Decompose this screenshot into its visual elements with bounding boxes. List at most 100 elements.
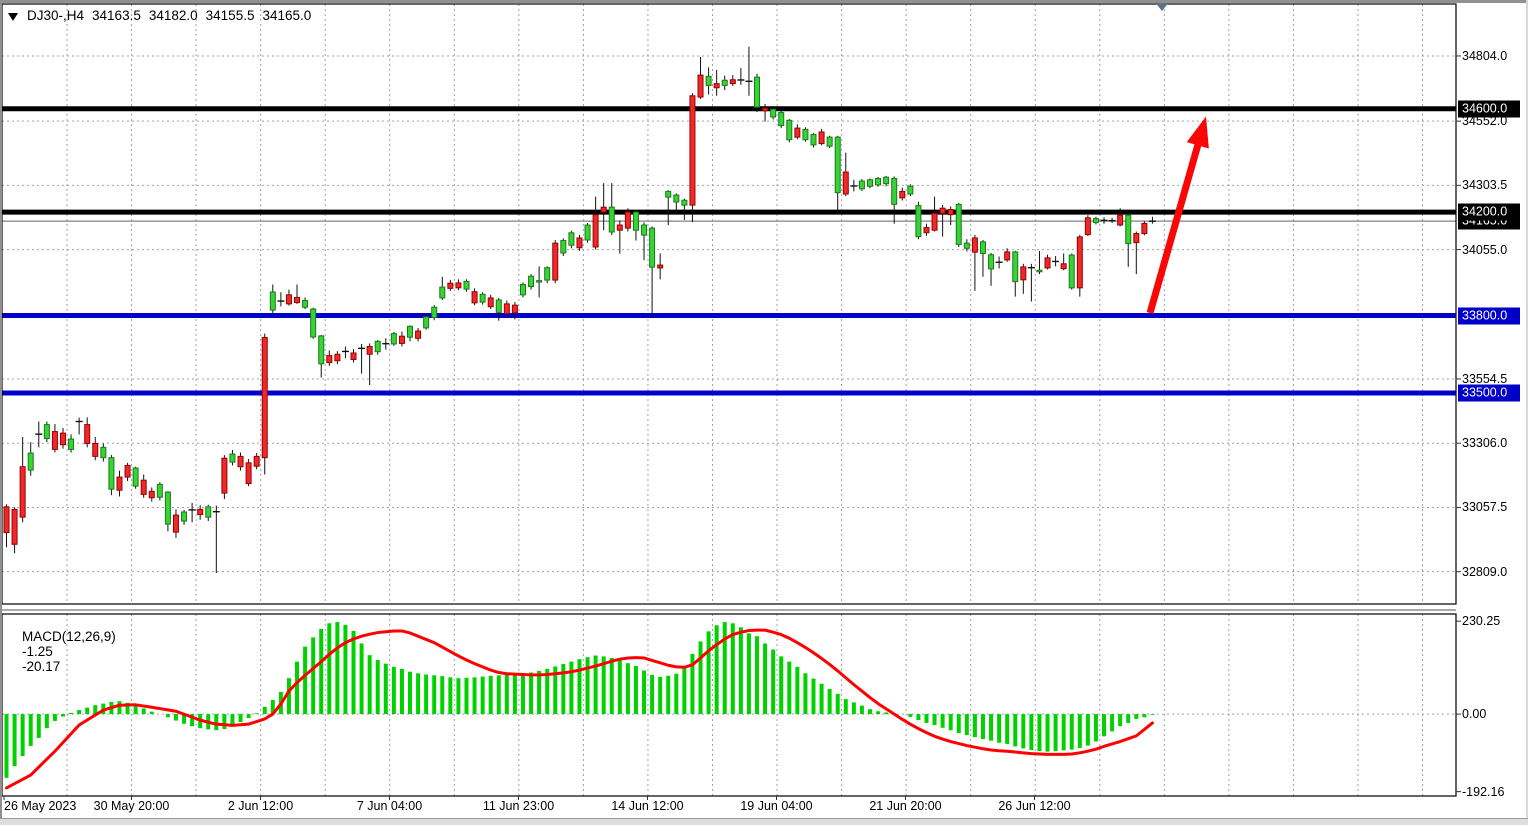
price-line-label: 33800.0 [1458,307,1520,324]
macd-histogram-bar [222,714,227,730]
macd-histogram-bar [738,627,743,715]
time-axis-label: 7 Jun 04:00 [356,799,423,813]
time-axis-label: 26 Jun 12:00 [998,799,1071,813]
macd-histogram-bar [948,714,953,731]
macd-histogram-bar [1021,714,1026,749]
macd-histogram-bar [746,633,751,715]
macd-histogram-bar [1085,714,1090,746]
macd-histogram-bar [36,714,41,738]
macd-histogram-bar [77,710,82,715]
ohlc-open: 34163.5 [92,8,141,23]
macd-histogram-bar [1093,714,1098,742]
macd-histogram-bar [182,714,187,724]
macd-histogram-bar [60,714,65,717]
macd-histogram-bar [520,673,525,715]
macd-histogram-bar [674,673,679,715]
macd-histogram-bar [125,702,130,715]
macd-signal-value: -20.17 [22,659,61,674]
macd-histogram-bar [755,636,760,715]
macd-histogram-bar [375,660,380,715]
macd-histogram-bar [1142,714,1147,718]
macd-histogram-bar [270,699,275,715]
chart-title: DJ30-,H4 34163.5 34182.0 34155.5 34165.0 [8,8,319,23]
price-tick-label: 33306.0 [1462,436,1508,451]
macd-histogram-bar [658,676,663,715]
macd-histogram-bar [633,666,638,715]
macd-histogram-bar [165,714,170,718]
macd-histogram-bar [214,714,219,731]
macd-histogram-bar [44,714,49,729]
macd-histogram-bar [625,663,630,715]
macd-histogram-bar [4,714,9,778]
macd-histogram-bar [319,628,324,715]
macd-histogram-bar [585,657,590,715]
macd-histogram-bar [730,623,735,715]
macd-histogram-bar [12,714,17,767]
macd-histogram-bar [1045,714,1050,752]
ohlc-low: 34155.5 [205,8,255,23]
price-tick-label: 34303.5 [1462,178,1508,193]
macd-histogram-bar [553,666,558,715]
scroll-position-triangle-icon[interactable] [1154,1,1170,11]
price-tick-label: 34552.0 [1462,114,1508,129]
macd-histogram-bar [1126,714,1131,723]
macd-histogram-bar [488,675,493,715]
macd-histogram-bar [1013,714,1018,747]
macd-histogram-bar [787,661,792,715]
macd-signal-line [5,628,1154,790]
macd-histogram-bar [391,666,396,715]
macd-histogram-bar [133,705,138,715]
macd-histogram-bar [835,693,840,715]
macd-histogram-bar [1037,714,1042,752]
macd-histogram-bar [593,655,598,715]
macd-histogram-bar [190,714,195,727]
macd-histogram-bar [20,714,25,757]
macd-histogram-bar [117,701,122,715]
macd-histogram-bar [811,678,816,715]
macd-histogram-bar [1134,714,1139,719]
macd-histogram-bar [1077,714,1082,748]
price-line-label: 34200.0 [1458,203,1520,221]
macd-histogram-bar [867,709,872,715]
macd-histogram-bar [763,643,768,715]
macd-histogram-bar [343,624,348,715]
macd-histogram-bar [472,677,477,715]
macd-histogram-bar [359,643,364,715]
macd-histogram-bar [480,676,485,715]
collapse-triangle-icon[interactable] [8,12,18,21]
macd-histogram-bar [803,673,808,715]
macd-histogram-bar [819,683,824,715]
macd-histogram-bar [795,666,800,715]
macd-histogram-bar [173,714,178,721]
ohlc-high: 34182.0 [148,8,198,23]
macd-histogram-bar [577,659,582,715]
macd-histogram-bar [859,705,864,715]
macd-histogram-bar [561,664,566,715]
macd-histogram-bar [545,668,550,715]
macd-histogram-bar [28,714,33,746]
macd-histogram-bar [1061,714,1066,751]
macd-histogram-bar [254,713,259,715]
macd-histogram-bar [1118,714,1123,727]
macd-histogram-bar [884,712,889,715]
macd-tick-label: 0.00 [1462,707,1487,722]
macd-histogram-bar [1069,714,1074,750]
macd-tick-label: -192.16 [1462,784,1505,799]
macd-histogram-bar [464,677,469,715]
window-frame-left [0,0,2,820]
macd-histogram-bar [496,675,501,715]
macd-indicator [4,622,1155,790]
macd-indicator-label: MACD(12,26,9) -1.25 -20.17 [7,614,121,689]
macd-histogram-bar [956,714,961,734]
pane-borders [1,3,1461,800]
macd-histogram-bar [383,663,388,715]
macd-histogram-bar [698,641,703,715]
macd-histogram-bar [367,655,372,715]
time-axis-label: 30 May 20:00 [93,799,170,813]
price-line-label: 34600.0 [1458,100,1520,118]
macd-histogram-bar [1005,714,1010,744]
macd-histogram-bar [932,714,937,725]
price-tick-label: 33554.5 [1462,371,1508,386]
